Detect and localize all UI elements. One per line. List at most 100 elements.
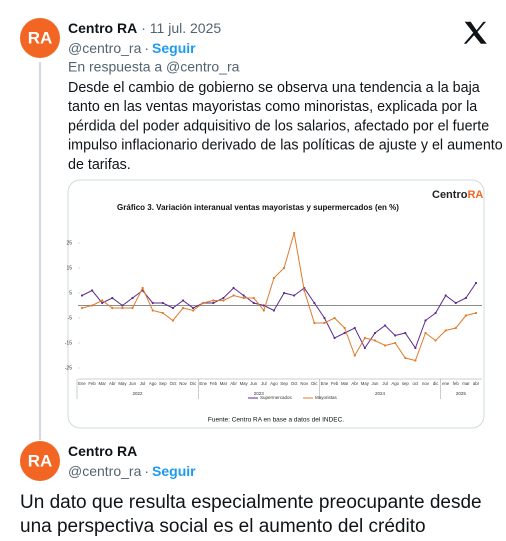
series-point — [121, 304, 124, 307]
header: Centro RA · 11 jul. 2025 — [68, 20, 221, 36]
reply-to: En respuesta a @centro_ra — [68, 59, 240, 75]
series-point — [363, 346, 366, 350]
header: Centro RA — [68, 443, 137, 459]
series-point — [91, 289, 94, 292]
series-point — [363, 336, 366, 340]
series-point — [282, 291, 286, 295]
follow-button[interactable]: Seguir — [152, 40, 196, 56]
x-tick-label: sep — [402, 381, 410, 386]
follow-button[interactable]: Seguir — [152, 463, 196, 479]
series-point — [313, 321, 316, 325]
x-tick-label: Jul — [382, 381, 388, 386]
avatar[interactable] — [20, 18, 60, 58]
series-point — [424, 331, 427, 335]
x-logo[interactable] — [463, 21, 487, 44]
x-tick-label: Mar — [341, 381, 349, 386]
series-point — [181, 299, 185, 302]
series-point — [91, 304, 94, 307]
x-tick-label: May — [240, 381, 249, 386]
series-point — [141, 286, 144, 290]
x-tick-label: Ago — [149, 381, 157, 386]
tweet-text: Desde el cambio de gobierno se observa u… — [68, 80, 480, 96]
series-point — [111, 306, 114, 310]
series-point — [343, 326, 346, 330]
y-tick-label: -15 — [65, 340, 72, 346]
series-point — [444, 329, 447, 332]
series-point — [161, 301, 164, 305]
chart-logo: CentroRA — [432, 189, 483, 201]
x-tick-label: dic — [433, 381, 439, 386]
x-tick-label: Ago — [391, 381, 399, 386]
series-point — [171, 319, 175, 322]
series-point — [131, 296, 134, 300]
series-point — [272, 309, 276, 312]
tweet-text: impulso inflacionario derivado de las po… — [68, 138, 503, 154]
series-point — [222, 299, 225, 302]
x-tick-label: ene — [442, 381, 450, 386]
series-point — [171, 306, 175, 310]
x-tick-label: Jun — [129, 381, 137, 386]
series-point — [474, 311, 478, 315]
x-tick-label: Abr — [351, 381, 358, 386]
series-point — [404, 331, 407, 335]
x-tick-label: Oct — [291, 381, 298, 386]
x-tick-label: Dic — [190, 381, 197, 386]
series-point — [454, 301, 457, 305]
x-tick-label: Feb — [331, 381, 339, 386]
series-point — [131, 306, 134, 310]
series-point — [262, 304, 265, 307]
logo-part: RA — [467, 189, 483, 201]
x-tick-label: oct — [413, 381, 420, 386]
x-tick-label: Nov — [179, 381, 187, 386]
tweet-text: tanto en las ventas mayoristas como mino… — [68, 99, 477, 115]
series-point — [313, 301, 316, 305]
separator: · — [144, 40, 149, 56]
series-point — [151, 301, 154, 305]
series-point — [192, 306, 195, 310]
author-name[interactable]: Centro RA — [68, 443, 137, 459]
avatar[interactable] — [20, 441, 60, 481]
series-point — [434, 339, 437, 342]
legend-label: Supermercados — [260, 395, 293, 400]
series-point — [394, 341, 397, 345]
series-point — [101, 301, 104, 305]
x-tick-label: Mar — [220, 381, 228, 386]
author-name[interactable]: Centro RA — [68, 20, 137, 36]
x-tick-label: Feb — [88, 381, 96, 386]
handle-row: @centro_ra · Seguir — [68, 463, 196, 479]
y-tick-label: 5 — [69, 290, 72, 296]
series-point — [192, 309, 195, 312]
series-point — [333, 336, 336, 340]
series-point — [353, 354, 356, 357]
series-point — [161, 311, 164, 315]
series-point — [202, 301, 205, 305]
x-tick-label: Ene — [199, 381, 207, 386]
series-point — [212, 299, 215, 302]
series-point — [293, 294, 296, 297]
series-point — [101, 299, 104, 302]
series-point — [293, 231, 296, 235]
series-point — [252, 296, 255, 300]
series-point — [232, 294, 235, 297]
series-point — [464, 314, 467, 317]
series-point — [272, 276, 276, 280]
tweet-text: Un dato que resulta especialmente preocu… — [20, 492, 482, 513]
separator: · — [144, 463, 149, 479]
series-point — [262, 309, 265, 312]
legend-label: Mayoristas — [315, 395, 338, 400]
x-tick-label: May — [118, 381, 127, 386]
series-point — [353, 326, 356, 330]
x-tick-label: Feb — [210, 381, 218, 386]
x-tick-label: Jul — [261, 381, 267, 386]
series-line — [81, 282, 477, 350]
series-point — [121, 306, 124, 310]
series-point — [80, 294, 84, 297]
series-point — [373, 339, 377, 342]
series-point — [80, 306, 84, 310]
series-point — [424, 319, 427, 322]
x-tick-label: Abr — [109, 381, 116, 386]
x-tick-label: Jun — [372, 381, 380, 386]
year-label: 2025 — [456, 391, 467, 396]
x-tick-label: Ene — [321, 381, 329, 386]
